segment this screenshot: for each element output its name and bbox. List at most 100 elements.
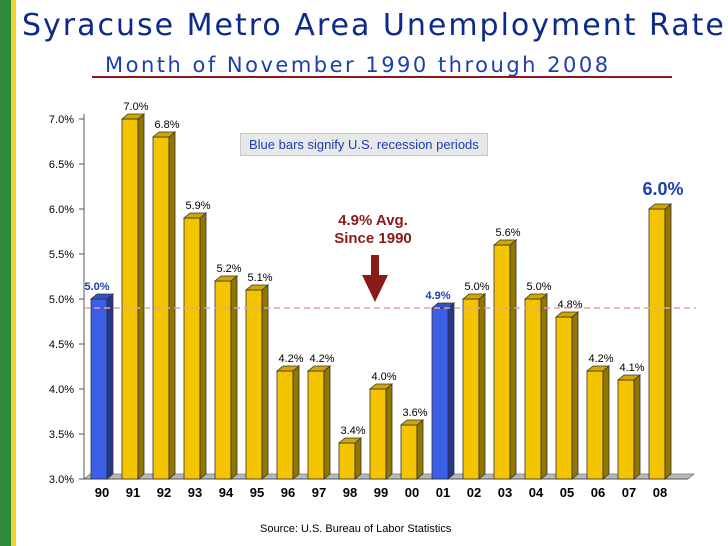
bar-top xyxy=(213,275,239,282)
x-tick-label: 08 xyxy=(653,485,667,500)
bar xyxy=(245,289,263,480)
data-label: 5.2% xyxy=(216,263,241,275)
average-since-label: Since 1990 xyxy=(334,230,412,247)
y-tick-label: 3.0% xyxy=(49,474,74,486)
bar-side xyxy=(323,365,331,480)
data-label: 5.0% xyxy=(84,281,109,293)
x-tick-label: 00 xyxy=(405,485,419,500)
bar xyxy=(431,307,449,480)
bar-side xyxy=(540,293,548,480)
bar-top xyxy=(244,284,270,291)
y-tick-label: 5.0% xyxy=(49,294,74,306)
bar-side xyxy=(137,113,145,480)
bar-top xyxy=(182,212,208,219)
bar-top xyxy=(120,113,146,120)
x-tick-label: 94 xyxy=(219,485,234,500)
x-tick-label: 02 xyxy=(467,485,481,500)
source-note: Source: U.S. Bureau of Labor Statistics xyxy=(260,523,452,535)
data-label: 4.9% xyxy=(425,290,450,302)
bar-side xyxy=(292,365,300,480)
x-tick-label: 01 xyxy=(436,485,450,500)
y-tick-label: 5.5% xyxy=(49,249,74,261)
bar-top xyxy=(275,365,301,372)
bar-side xyxy=(168,131,176,480)
data-label: 5.6% xyxy=(495,227,520,239)
bar xyxy=(307,370,325,480)
data-label: 5.9% xyxy=(185,200,210,212)
bar xyxy=(524,298,542,480)
bar-top xyxy=(399,419,425,426)
data-label: 3.6% xyxy=(402,407,427,419)
chart-subtitle: Month of November 1990 through 2008 xyxy=(105,53,611,77)
x-tick-label: 98 xyxy=(343,485,357,500)
data-label: 4.2% xyxy=(309,353,334,365)
subtitle-underline xyxy=(92,76,672,78)
bar-top xyxy=(616,374,642,381)
x-tick-label: 07 xyxy=(622,485,636,500)
bar-top xyxy=(89,293,115,300)
y-tick-label: 3.5% xyxy=(49,429,74,441)
average-arrow-head xyxy=(362,275,388,302)
bar xyxy=(493,244,511,480)
x-tick-label: 97 xyxy=(312,485,326,500)
bar-side xyxy=(509,239,517,480)
data-label: 5.0% xyxy=(464,281,489,293)
average-arrow-shaft xyxy=(371,255,379,275)
bar-side xyxy=(106,293,114,480)
bar-side xyxy=(633,374,641,480)
y-tick-label: 7.0% xyxy=(49,114,74,126)
y-tick-label: 4.5% xyxy=(49,339,74,351)
x-tick-label: 91 xyxy=(126,485,140,500)
bar xyxy=(462,298,480,480)
x-tick-label: 96 xyxy=(281,485,295,500)
bar-side xyxy=(230,275,238,480)
average-label: 4.9% Avg. xyxy=(338,212,408,229)
bar-side xyxy=(602,365,610,480)
data-label: 4.2% xyxy=(278,353,303,365)
bar xyxy=(183,217,201,480)
bar xyxy=(121,118,139,480)
bar-side xyxy=(664,203,672,480)
bar-side xyxy=(571,311,579,480)
y-tick-label: 6.0% xyxy=(49,204,74,216)
x-tick-label: 04 xyxy=(529,485,544,500)
bar-side xyxy=(354,437,362,480)
data-label: 5.1% xyxy=(247,272,272,284)
bar-top xyxy=(492,239,518,246)
bar-side xyxy=(385,383,393,480)
bar-top xyxy=(554,311,580,318)
data-label: 4.2% xyxy=(588,353,613,365)
bar-top xyxy=(647,203,673,210)
data-label: 7.0% xyxy=(123,101,148,113)
data-label: 5.0% xyxy=(526,281,551,293)
x-tick-label: 05 xyxy=(560,485,574,500)
bar-side xyxy=(416,419,424,480)
bar xyxy=(555,316,573,480)
x-tick-label: 06 xyxy=(591,485,605,500)
bar-side xyxy=(447,302,455,480)
data-label: 3.4% xyxy=(340,425,365,437)
bar-top xyxy=(306,365,332,372)
y-tick-label: 6.5% xyxy=(49,159,74,171)
bar-top xyxy=(337,437,363,444)
bar-top xyxy=(461,293,487,300)
data-label: 4.0% xyxy=(371,371,396,383)
bar xyxy=(400,424,418,480)
bar-side xyxy=(478,293,486,480)
x-tick-label: 03 xyxy=(498,485,512,500)
x-tick-label: 95 xyxy=(250,485,264,500)
x-tick-label: 92 xyxy=(157,485,171,500)
bar xyxy=(648,208,666,480)
bar-top xyxy=(368,383,394,390)
recession-note: Blue bars signify U.S. recession periods xyxy=(240,133,488,156)
bar xyxy=(90,298,108,480)
bar xyxy=(276,370,294,480)
x-tick-label: 93 xyxy=(188,485,202,500)
x-tick-label: 90 xyxy=(95,485,109,500)
bar-top xyxy=(523,293,549,300)
average-annotation: 4.9% Avg. Since 1990 xyxy=(318,212,428,248)
bar-top xyxy=(151,131,177,138)
bar-top xyxy=(585,365,611,372)
bar-side xyxy=(261,284,269,480)
